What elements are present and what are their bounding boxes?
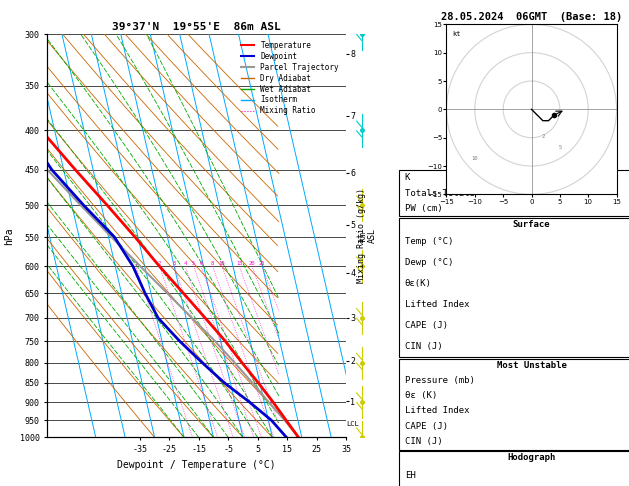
Text: K: K	[404, 174, 410, 182]
Text: 20: 20	[248, 261, 255, 266]
Text: EH: EH	[404, 471, 415, 480]
Text: Hodograph: Hodograph	[508, 453, 555, 463]
Bar	[399, 170, 629, 216]
Text: CIN (J): CIN (J)	[404, 342, 442, 351]
Title: 39°37'N  19°55'E  86m ASL: 39°37'N 19°55'E 86m ASL	[112, 22, 281, 32]
Text: Dewp (°C): Dewp (°C)	[404, 258, 453, 267]
Text: 6: 6	[199, 261, 203, 266]
Text: 4: 4	[184, 261, 187, 266]
Text: CAPE (J): CAPE (J)	[404, 321, 448, 330]
Text: θε (K): θε (K)	[404, 391, 437, 400]
Text: Lifted Index: Lifted Index	[404, 300, 469, 309]
X-axis label: Dewpoint / Temperature (°C): Dewpoint / Temperature (°C)	[117, 460, 276, 469]
Text: 10: 10	[219, 261, 225, 266]
Y-axis label: hPa: hPa	[4, 227, 14, 244]
Text: θε(K): θε(K)	[404, 279, 431, 288]
Text: Surface: Surface	[513, 220, 550, 229]
Legend: Temperature, Dewpoint, Parcel Trajectory, Dry Adiabat, Wet Adiabat, Isotherm, Mi: Temperature, Dewpoint, Parcel Trajectory…	[238, 38, 342, 119]
Text: 2: 2	[158, 261, 161, 266]
Text: 5: 5	[558, 145, 562, 150]
Text: 2: 2	[541, 134, 545, 139]
Y-axis label: km
ASL: km ASL	[358, 228, 377, 243]
Text: Lifted Index: Lifted Index	[404, 406, 469, 416]
Text: Temp (°C): Temp (°C)	[404, 237, 453, 246]
Bar	[399, 359, 629, 450]
Text: 10: 10	[472, 156, 478, 161]
Text: 15: 15	[236, 261, 243, 266]
Text: Most Unstable: Most Unstable	[496, 361, 567, 370]
Text: Totals Totals: Totals Totals	[404, 189, 474, 198]
Text: PW (cm): PW (cm)	[404, 204, 442, 213]
Text: 8: 8	[211, 261, 214, 266]
Text: 28.05.2024  06GMT  (Base: 18): 28.05.2024 06GMT (Base: 18)	[441, 12, 622, 22]
Text: LCL: LCL	[347, 421, 359, 427]
Text: Pressure (mb): Pressure (mb)	[404, 376, 474, 384]
Text: 1: 1	[134, 261, 137, 266]
Text: CIN (J): CIN (J)	[404, 437, 442, 446]
Text: 25: 25	[259, 261, 265, 266]
Text: Mixing Ratio (g/kg): Mixing Ratio (g/kg)	[357, 188, 366, 283]
Bar	[399, 218, 629, 357]
Text: CAPE (J): CAPE (J)	[404, 422, 448, 431]
Text: 3: 3	[173, 261, 176, 266]
Text: kt: kt	[452, 31, 460, 36]
Bar	[399, 451, 629, 486]
Text: 5: 5	[192, 261, 196, 266]
